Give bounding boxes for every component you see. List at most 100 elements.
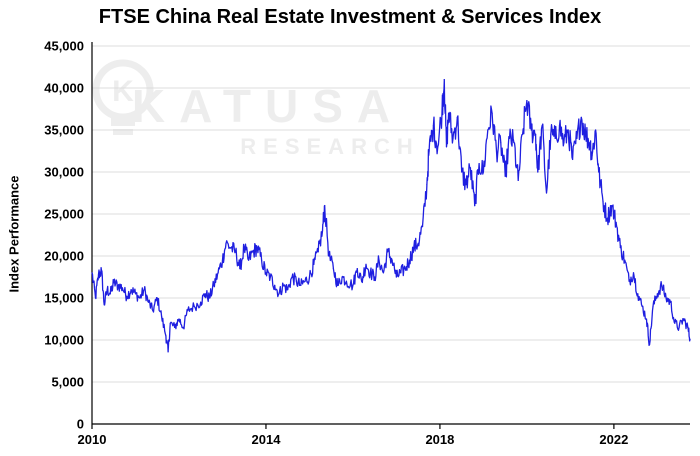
data-point: [152, 310, 154, 312]
data-point: [624, 259, 626, 261]
data-point: [217, 272, 219, 274]
data-point: [432, 125, 434, 127]
data-point: [332, 268, 334, 270]
data-point: [101, 270, 103, 272]
data-point: [591, 154, 593, 156]
data-point: [445, 146, 448, 148]
data-point: [550, 133, 552, 135]
data-point: [200, 301, 202, 303]
data-point: [465, 184, 467, 186]
data-point: [619, 247, 622, 249]
data-point: [637, 293, 639, 295]
data-point: [580, 116, 582, 118]
data-point: [106, 289, 108, 291]
x-tick-label: 2022: [599, 432, 628, 447]
data-point: [387, 251, 389, 253]
data-point: [337, 284, 339, 286]
data-point: [269, 276, 271, 278]
data-point: [178, 318, 180, 320]
data-point: [598, 171, 600, 173]
data-point: [674, 322, 676, 324]
data-point: [541, 125, 543, 127]
data-point: [161, 315, 163, 318]
data-point: [308, 276, 311, 278]
data-point: [452, 137, 454, 139]
data-point: [130, 289, 132, 291]
data-point: [530, 129, 532, 131]
data-point: [682, 318, 685, 320]
data-point: [282, 284, 284, 286]
data-point: [109, 293, 111, 295]
data-point: [121, 287, 123, 289]
data-point: [174, 326, 176, 328]
data-point: [256, 247, 258, 249]
data-point: [687, 326, 689, 328]
data-point: [645, 318, 648, 320]
data-point: [182, 326, 184, 328]
data-point: [193, 305, 195, 307]
data-point: [448, 112, 450, 114]
chart-title: FTSE China Real Estate Investment & Serv…: [98, 6, 602, 28]
data-point: [356, 268, 358, 270]
data-point: [369, 272, 371, 274]
data-point: [378, 259, 380, 261]
y-tick-label: 40,000: [44, 81, 84, 96]
data-point: [585, 133, 587, 135]
data-point: [248, 259, 250, 261]
data-point: [103, 304, 105, 306]
data-point: [513, 142, 515, 144]
y-tick-label: 15,000: [44, 291, 84, 306]
data-point: [230, 247, 232, 249]
data-point: [563, 142, 565, 144]
data-point: [606, 217, 609, 219]
data-point: [187, 310, 189, 312]
lightbulb-logo-icon: K: [92, 59, 154, 135]
data-point: [341, 276, 343, 278]
y-tick-label: 20,000: [44, 249, 84, 264]
data-point: [526, 100, 528, 102]
y-ticks: 0 5,000 10,000 15,000 20,000 25,000 30,000 35,0…: [44, 39, 84, 432]
data-point: [522, 133, 524, 135]
data-point: [669, 301, 672, 303]
data-point: [139, 297, 141, 299]
data-point: [504, 175, 506, 177]
data-point: [558, 125, 561, 127]
data-point: [535, 133, 537, 135]
data-point: [295, 280, 297, 282]
data-point: [469, 167, 471, 169]
data-point: [261, 259, 263, 261]
data-point: [628, 280, 630, 282]
data-point: [545, 192, 548, 194]
data-point: [611, 205, 613, 207]
y-tick-label: 25,000: [44, 207, 84, 222]
data-point: [134, 293, 137, 295]
data-point: [665, 297, 667, 299]
data-point: [595, 129, 597, 131]
y-tick-label: 0: [77, 417, 84, 432]
data-point: [400, 272, 402, 274]
data-point: [426, 184, 428, 186]
data-point: [500, 142, 502, 144]
data-point: [167, 351, 169, 353]
data-point: [632, 272, 635, 274]
data-point: [239, 268, 241, 270]
y-tick-label: 30,000: [44, 165, 84, 180]
data-point: [287, 289, 289, 291]
data-point: [537, 171, 539, 173]
data-point: [428, 150, 430, 152]
watermark: K KATUSA RESEARCH: [92, 59, 413, 159]
axes: [91, 42, 690, 425]
data-point: [395, 276, 397, 278]
data-point: [361, 280, 363, 282]
data-point: [317, 251, 319, 253]
data-point: [508, 137, 511, 139]
x-tick-label: 2014: [252, 432, 282, 447]
data-point: [345, 280, 347, 282]
data-point: [126, 295, 128, 297]
data-point: [641, 305, 643, 307]
watermark-logo-letter: K: [112, 75, 134, 108]
data-point: [304, 280, 306, 282]
series-group: [91, 78, 691, 353]
data-point: [113, 282, 115, 284]
